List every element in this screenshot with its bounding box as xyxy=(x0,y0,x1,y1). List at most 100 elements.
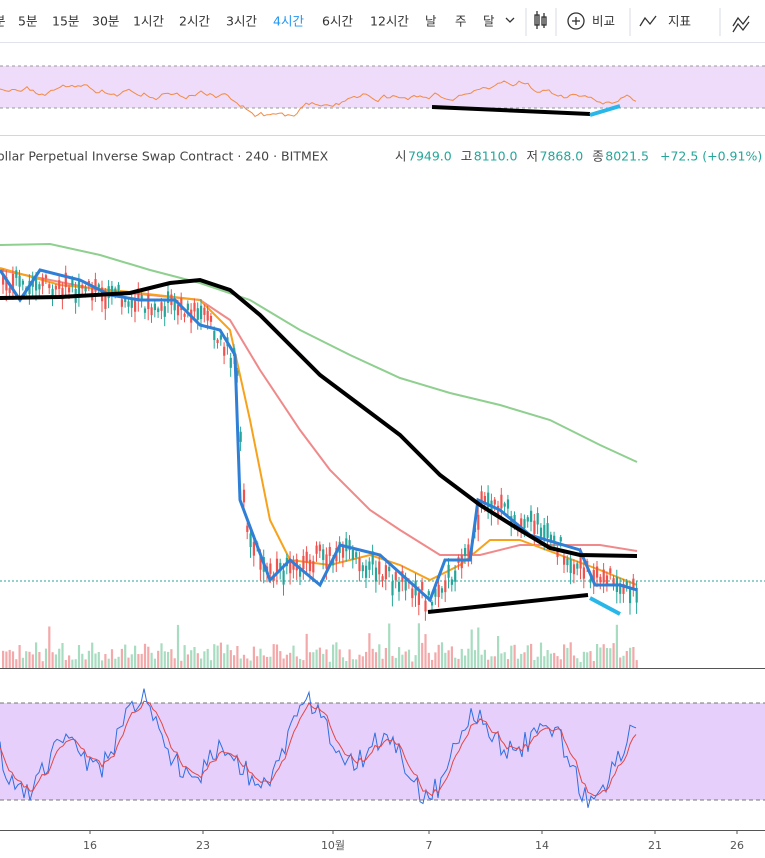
interval-button[interactable]: 15분 xyxy=(52,14,79,29)
interval-button[interactable]: 4시간 xyxy=(273,14,304,29)
stoch-band xyxy=(0,703,765,800)
volume-bar xyxy=(500,653,503,668)
volume-bar xyxy=(579,662,582,668)
volume-bar xyxy=(450,646,453,668)
interval-button[interactable]: 달 xyxy=(483,14,495,29)
volume-bar xyxy=(470,629,473,668)
candle-body xyxy=(160,302,163,311)
volume-bar xyxy=(180,660,183,668)
candle-body xyxy=(173,298,176,311)
volume-bar xyxy=(242,654,246,668)
volume-bar xyxy=(140,653,143,668)
ohlc-label: 시 xyxy=(395,149,407,164)
volume-bar xyxy=(473,650,477,668)
candle-body xyxy=(54,285,57,290)
interval-button[interactable]: 2시간 xyxy=(179,14,210,29)
candle-body xyxy=(239,431,242,442)
candle-body xyxy=(602,569,605,583)
volume-bar xyxy=(8,649,11,668)
candle-body xyxy=(480,491,483,503)
candle-body xyxy=(318,544,321,551)
candle-body xyxy=(236,370,239,376)
candle-body xyxy=(35,278,38,291)
volume-bar xyxy=(556,656,559,668)
candle-body xyxy=(510,516,513,527)
toolbar-button[interactable]: 비교 xyxy=(592,14,615,29)
volume-bar xyxy=(602,644,605,668)
volume-bar xyxy=(599,647,602,668)
candle-body xyxy=(361,565,364,572)
volume-bar xyxy=(506,659,510,668)
toolbar-button[interactable]: 지표 xyxy=(668,14,691,29)
volume-bar xyxy=(609,648,612,668)
candle-body xyxy=(114,288,117,293)
volume-bar xyxy=(619,657,622,668)
candle-body xyxy=(104,294,107,309)
volume-bar xyxy=(582,651,585,668)
volume-bar xyxy=(341,657,345,668)
volume-bar xyxy=(437,644,440,668)
volume-bar xyxy=(384,648,387,668)
candle-body xyxy=(44,275,48,279)
candle-body xyxy=(64,272,67,287)
interval-button[interactable]: 12시간 xyxy=(370,14,409,29)
volume-bar xyxy=(454,657,457,668)
volume-bar xyxy=(401,654,404,668)
volume-bar xyxy=(71,659,74,668)
candle-body xyxy=(477,514,480,530)
interval-button[interactable]: 1시간 xyxy=(133,14,164,29)
volume-bar xyxy=(259,648,262,668)
symbol: ollar Perpetual Inverse Swap Contract · … xyxy=(0,149,329,164)
candle-body xyxy=(157,308,160,313)
ohlc-value: 8110.0 xyxy=(474,149,518,164)
volume-bar xyxy=(239,658,242,668)
candle-body xyxy=(576,563,579,569)
candle-body xyxy=(592,570,595,584)
volume-bar xyxy=(87,650,90,668)
volume-bar xyxy=(348,649,351,668)
candle-body xyxy=(315,545,318,554)
interval-button[interactable]: 30분 xyxy=(92,14,119,29)
candle-body xyxy=(147,294,150,310)
candle-body xyxy=(582,567,585,579)
candle-body xyxy=(622,583,625,594)
interval-button[interactable]: 5분 xyxy=(18,14,37,29)
volume-bar xyxy=(322,653,325,668)
candle-body xyxy=(536,513,539,525)
interval-button[interactable]: 날 xyxy=(425,14,437,29)
volume-bar xyxy=(526,645,529,668)
volume-bar xyxy=(11,651,15,668)
volume-bar xyxy=(249,660,252,668)
interval-button[interactable]: 3시간 xyxy=(226,14,257,29)
candle-body xyxy=(368,561,371,570)
candle-body xyxy=(140,295,143,301)
candle-body xyxy=(381,576,384,581)
candle-body xyxy=(322,549,325,560)
rsi-line xyxy=(0,80,637,118)
candle-body xyxy=(150,307,153,316)
interval-button[interactable]: 6시간 xyxy=(322,14,353,29)
candle-body xyxy=(252,541,255,556)
volume-bar xyxy=(374,652,378,668)
interval-button[interactable]: 분 xyxy=(0,14,6,29)
volume-bar xyxy=(457,658,460,668)
volume-bar xyxy=(493,656,496,668)
candle-body xyxy=(506,499,510,509)
candle-body xyxy=(21,280,24,285)
volume-bar xyxy=(252,646,255,668)
candle-body xyxy=(302,555,305,570)
volume-bar xyxy=(31,654,34,668)
volume-bar xyxy=(404,651,407,668)
volume-bar xyxy=(209,660,213,668)
volume-bar xyxy=(510,645,513,668)
rsi-trendline xyxy=(431,105,591,116)
interval-button[interactable]: 주 xyxy=(455,14,467,29)
candle-body xyxy=(186,303,189,311)
candle-body xyxy=(612,578,615,584)
candle-body xyxy=(417,592,420,605)
candle-body xyxy=(213,330,216,341)
candle-body xyxy=(77,280,81,296)
volume-bar xyxy=(411,661,414,668)
candle-body xyxy=(503,503,506,507)
volume-bar xyxy=(84,659,87,668)
